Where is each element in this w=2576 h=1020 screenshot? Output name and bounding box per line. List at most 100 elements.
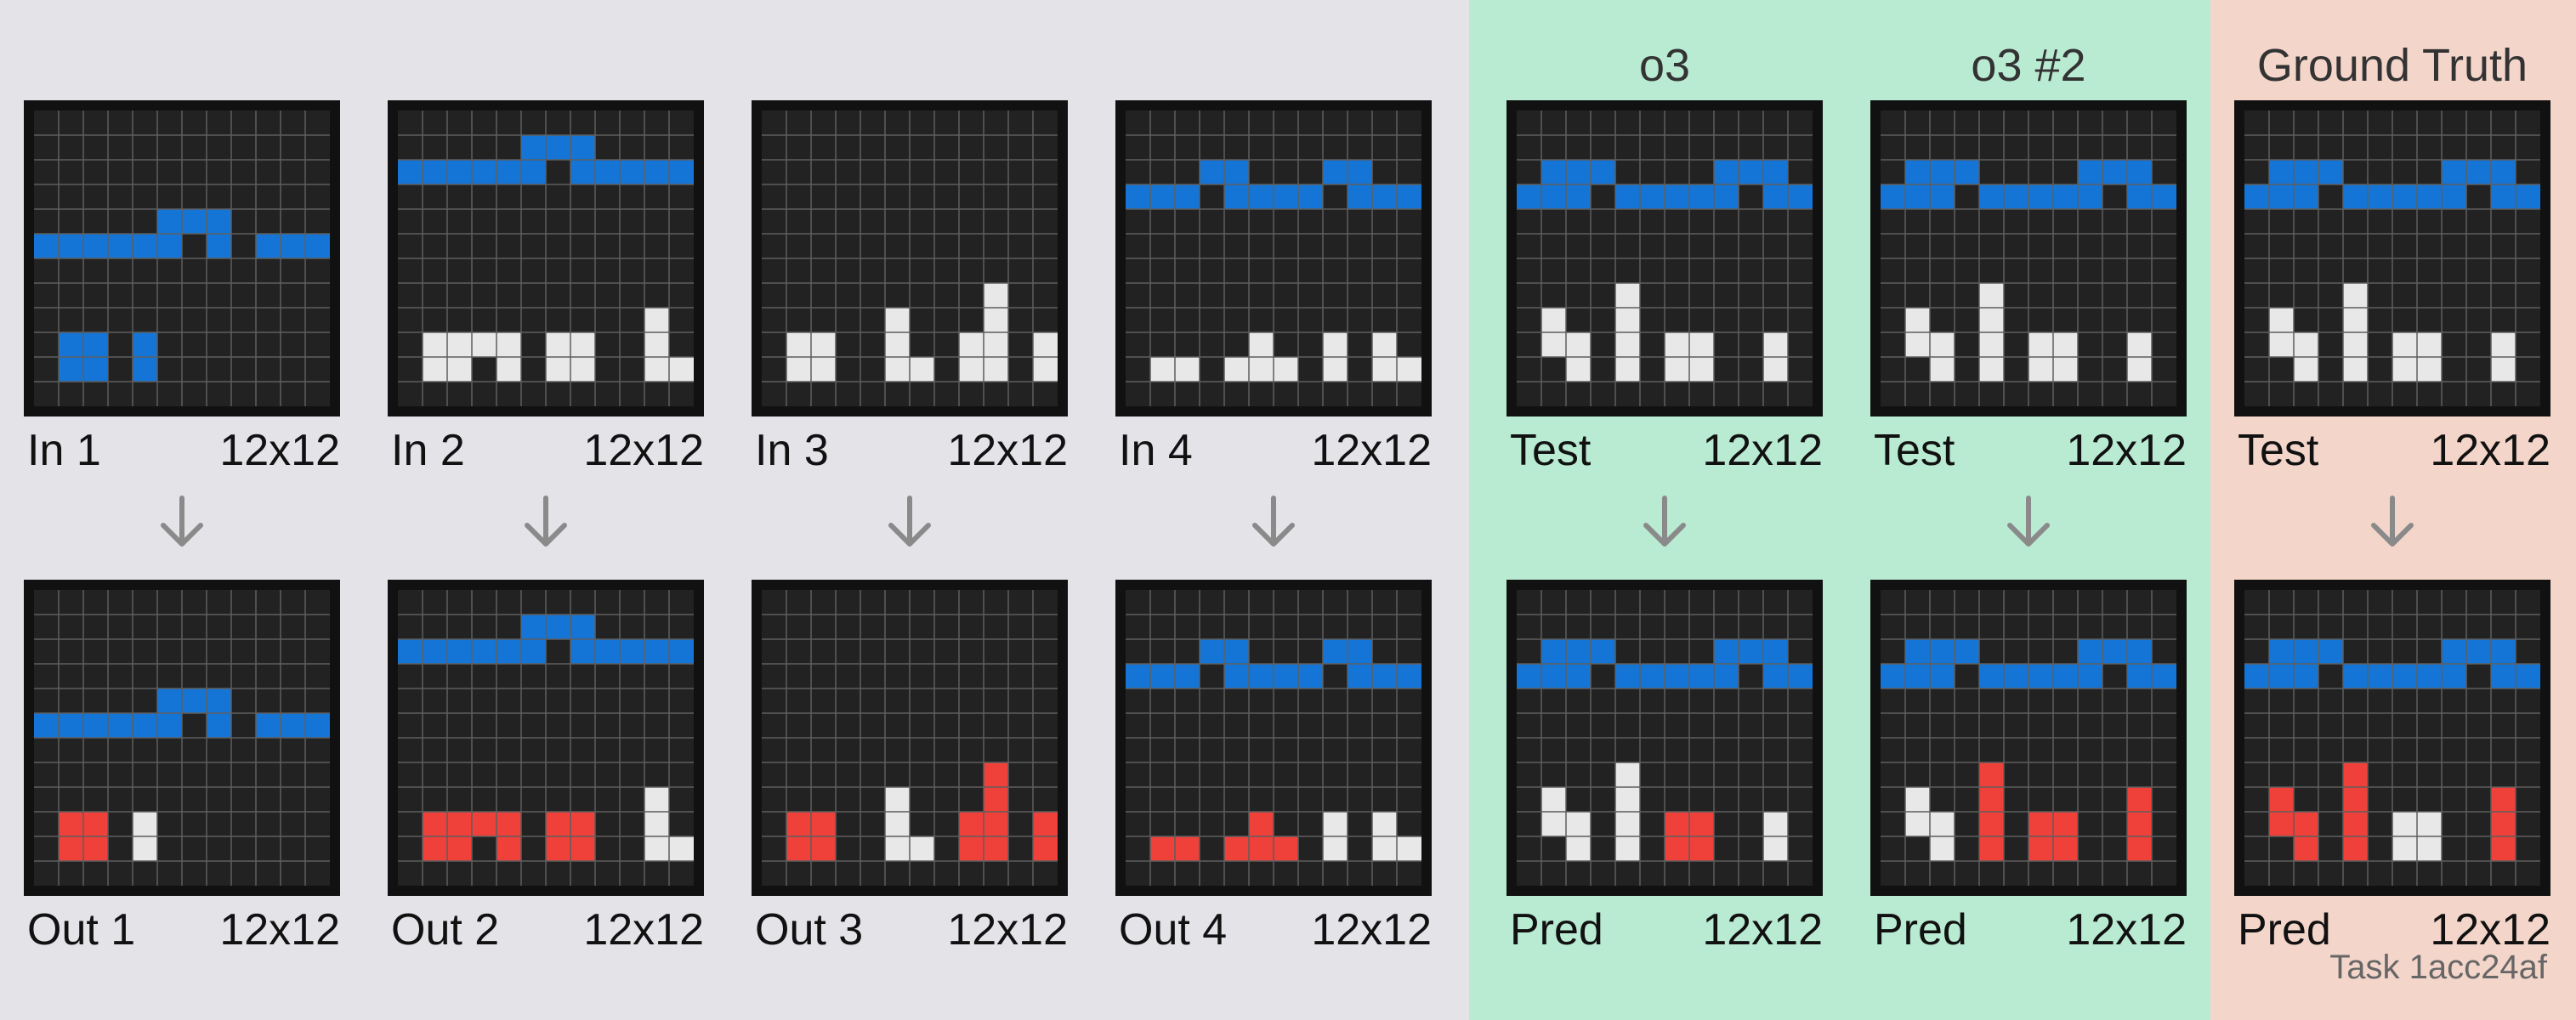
grid-cell	[2294, 639, 2318, 664]
grid-cell	[2343, 787, 2368, 812]
grid-cell	[521, 812, 546, 836]
grid-cell	[2392, 357, 2417, 382]
grid-cell	[1200, 258, 1224, 283]
grid-cell	[1905, 332, 1930, 357]
grid-cell	[836, 110, 860, 135]
grid-cell	[1249, 184, 1274, 209]
grid-cell	[2466, 688, 2491, 713]
grid-cell	[281, 184, 305, 209]
grid-cell	[620, 382, 644, 406]
grid-cell	[2442, 664, 2466, 688]
grid-cell	[2466, 110, 2491, 135]
grid-cell	[546, 713, 570, 738]
grid-cell	[2102, 762, 2127, 787]
grid-cell	[1591, 160, 1615, 184]
down-arrow-icon	[161, 496, 203, 547]
grid-cell	[811, 283, 836, 308]
down-arrow-icon	[1252, 496, 1295, 547]
grid-cell	[595, 160, 620, 184]
grid-cell	[1033, 812, 1058, 836]
grid-cell	[1714, 787, 1739, 812]
grid-cell	[423, 590, 447, 615]
grid-cell	[2466, 258, 2491, 283]
grid-cell	[1008, 332, 1033, 357]
grid-cell	[1739, 688, 1763, 713]
grid-cell	[959, 787, 984, 812]
grid-cell	[1517, 713, 1541, 738]
grid-cell	[256, 110, 281, 135]
grid-cell	[521, 787, 546, 812]
grid-cell	[305, 615, 330, 639]
grid-cell	[398, 160, 423, 184]
grid-cell	[2244, 258, 2269, 283]
grid-cell	[1517, 110, 1541, 135]
grid-cell	[2244, 713, 2269, 738]
grid-cell	[2417, 184, 2442, 209]
grid-cell	[256, 713, 281, 738]
grid-cell	[2368, 615, 2392, 639]
grid-cell	[2152, 209, 2176, 234]
grid-cell	[447, 738, 472, 762]
grid-cell	[570, 812, 595, 836]
grid-cell	[2294, 110, 2318, 135]
grid-cell	[207, 836, 231, 861]
grid-cell	[423, 160, 447, 184]
grid-cell	[885, 590, 910, 615]
grid-cell	[546, 836, 570, 861]
grid-cell	[447, 861, 472, 886]
grid-cell	[786, 234, 811, 258]
grid-cell	[281, 787, 305, 812]
grid-cell	[836, 615, 860, 639]
grid-cell	[1930, 357, 1955, 382]
grid-cell	[1930, 283, 1955, 308]
grid-cell	[762, 234, 786, 258]
grid-cell	[1689, 184, 1714, 209]
grid-cell	[595, 688, 620, 713]
grid-cell	[2152, 160, 2176, 184]
grid-cell	[1566, 283, 1591, 308]
grid-cell	[1397, 762, 1421, 787]
grid-cell	[281, 209, 305, 234]
grid-cell	[1541, 283, 1566, 308]
grid-cell	[2516, 332, 2540, 357]
grid-cell	[1517, 738, 1541, 762]
grid-cell	[305, 590, 330, 615]
grid-cell	[1150, 688, 1175, 713]
grid-cell	[2269, 738, 2294, 762]
grid-cell	[811, 812, 836, 836]
grid-cell	[423, 688, 447, 713]
grid-cell	[1930, 308, 1955, 332]
grid-cell	[1930, 110, 1955, 135]
grid-cell	[59, 688, 83, 713]
grid-cell	[836, 160, 860, 184]
grid-cell	[447, 639, 472, 664]
grid-cell	[2466, 135, 2491, 160]
grid-cell	[2368, 332, 2392, 357]
grid-cell	[2491, 135, 2516, 160]
grid-cell	[2491, 234, 2516, 258]
grid-cell	[1008, 738, 1033, 762]
grid-cell	[207, 639, 231, 664]
grid-cell	[811, 713, 836, 738]
grid-cell	[59, 332, 83, 357]
grid-cell	[1905, 664, 1930, 688]
grid-cell	[959, 639, 984, 664]
grid-cell	[1150, 713, 1175, 738]
grid-cell	[2417, 308, 2442, 332]
grid-cell	[1714, 713, 1739, 738]
grid-cell	[1905, 787, 1930, 812]
grid-cell	[256, 836, 281, 861]
grid-cell	[2491, 357, 2516, 382]
grid-cell	[157, 357, 182, 382]
grid-cell	[2078, 615, 2102, 639]
grid-cell	[1640, 332, 1665, 357]
grid-cell	[83, 762, 108, 787]
grid-cell	[2102, 332, 2127, 357]
grid-cell	[984, 664, 1008, 688]
grid-cell	[1150, 664, 1175, 688]
grid-cell	[1397, 787, 1421, 812]
grid-cell	[1689, 160, 1714, 184]
output-grid	[388, 580, 704, 896]
grid-cell	[910, 836, 934, 861]
grid-cell	[546, 209, 570, 234]
